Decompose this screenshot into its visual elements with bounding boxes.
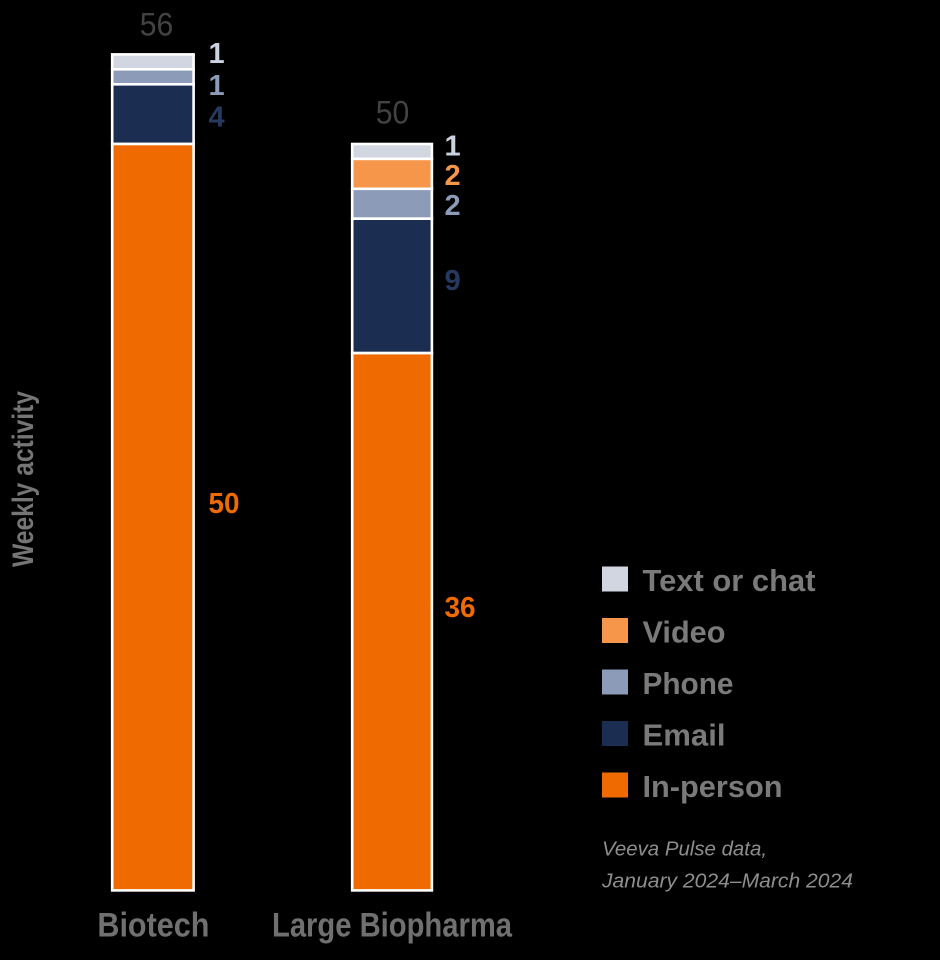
svg-text:In-person: In-person [643,769,783,804]
svg-text:1: 1 [209,38,225,70]
svg-text:36: 36 [445,592,476,624]
svg-text:2: 2 [445,160,461,192]
svg-text:Biotech: Biotech [97,907,209,945]
svg-text:50: 50 [209,488,240,520]
svg-text:Email: Email [643,717,726,752]
svg-text:Phone: Phone [643,666,734,701]
svg-text:4: 4 [209,102,225,134]
svg-text:Large Biopharma: Large Biopharma [272,907,513,945]
svg-text:50: 50 [376,94,410,130]
svg-text:1: 1 [209,70,225,102]
svg-text:January 2024–March 2024: January 2024–March 2024 [601,871,853,893]
svg-text:Text or chat: Text or chat [643,563,816,598]
svg-text:Veeva Pulse data,: Veeva Pulse data, [602,839,767,861]
svg-text:Video: Video [643,614,726,649]
svg-text:56: 56 [140,6,174,42]
svg-text:Weekly activity: Weekly activity [7,391,40,567]
svg-text:2: 2 [445,190,461,222]
svg-text:9: 9 [445,265,461,297]
svg-text:1: 1 [445,131,461,163]
